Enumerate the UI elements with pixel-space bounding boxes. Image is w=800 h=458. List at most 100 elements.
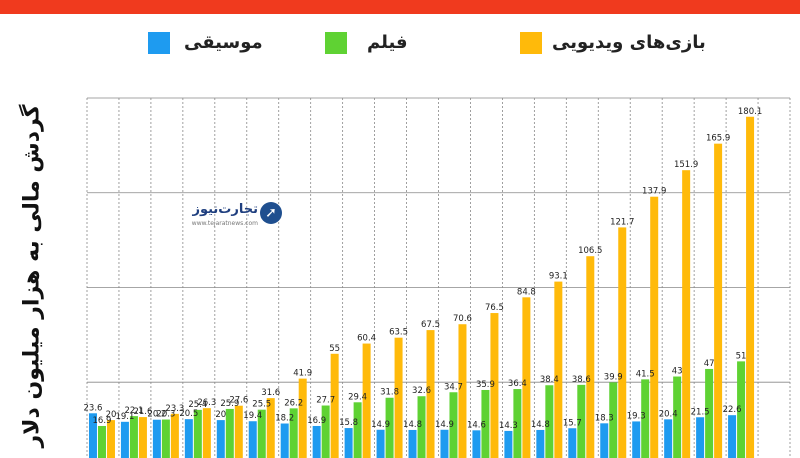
bar-music	[664, 419, 673, 458]
tejaratnews-watermark: ➚ تجارت‌نیوز www.tejaratnews.com	[188, 200, 288, 230]
bar-film	[609, 382, 618, 458]
bar-label-games: 31.6	[261, 388, 280, 398]
bar-label-games: 67.5	[421, 320, 440, 330]
bar-label-music: 20.5	[179, 409, 198, 419]
bars-layer	[88, 116, 755, 458]
chart-legend: بازی‌های ویدیویی فیلم موسیقی	[0, 30, 800, 60]
bar-label-music: 14.9	[371, 420, 390, 430]
bar-music	[536, 429, 545, 458]
legend-swatch-music	[148, 32, 170, 54]
bar-label-music: 14.3	[499, 421, 518, 431]
bar-music	[504, 430, 513, 458]
labels-layer: 23.6 19.1 20.2 20.5 20 19.4 18.2 16.9 15.8 14.9 14…	[84, 107, 763, 431]
bar-label-film: 20.3	[156, 410, 175, 420]
bar-film	[577, 384, 586, 458]
bar-film	[545, 385, 554, 458]
bar-games	[298, 378, 307, 458]
bar-games	[490, 313, 499, 458]
bar-label-games: 84.8	[517, 287, 536, 297]
bar-film	[97, 425, 106, 458]
bar-music	[376, 429, 385, 458]
bar-label-film: 41.5	[636, 369, 655, 379]
bar-label-film: 43	[672, 367, 683, 377]
bar-music	[440, 429, 449, 458]
bar-games	[586, 256, 595, 458]
bar-label-games: 27.6	[229, 396, 248, 406]
bar-label-games: 76.5	[485, 303, 504, 313]
bar-label-music: 20.4	[659, 409, 678, 419]
bar-games	[202, 408, 211, 458]
bar-label-music: 14.8	[531, 420, 550, 430]
bar-label-music: 14.8	[403, 420, 422, 430]
bar-film	[513, 389, 522, 458]
bar-label-games: 165.9	[706, 134, 730, 144]
bar-label-games: 106.5	[578, 246, 602, 256]
bar-label-music: 19.1	[115, 412, 134, 422]
legend-swatch-games	[520, 32, 542, 54]
bar-music	[280, 423, 289, 458]
bar-music	[600, 423, 609, 458]
bar-label-games: 137.9	[642, 187, 666, 197]
bar-label-games: 93.1	[549, 272, 568, 282]
bar-label-film: 51	[736, 351, 747, 361]
bar-games	[746, 116, 755, 458]
legend-label-music: موسیقی	[184, 32, 263, 53]
bar-label-music: 20	[215, 410, 226, 420]
bar-games	[394, 337, 403, 458]
bar-label-music: 19.4	[243, 411, 262, 421]
bar-film	[321, 405, 330, 458]
bar-film	[673, 376, 682, 458]
bar-label-music: 22.6	[723, 405, 742, 415]
bar-label-film: 47	[704, 359, 715, 369]
bar-games	[234, 405, 243, 458]
bar-film	[417, 396, 426, 458]
bar-label-film: 38.6	[572, 375, 591, 385]
bar-label-music: 14.6	[467, 420, 486, 430]
bar-label-music: 21.5	[691, 407, 710, 417]
bar-games	[618, 227, 627, 458]
bar-music	[472, 430, 481, 458]
bar-games	[362, 343, 371, 458]
bar-label-music: 23.6	[84, 403, 103, 413]
bar-games	[170, 413, 179, 458]
bar-label-film: 36.4	[508, 379, 527, 389]
bar-games	[330, 353, 339, 458]
bar-games	[266, 398, 275, 458]
bar-film	[353, 402, 362, 458]
bar-music	[344, 428, 353, 458]
bar-music	[408, 429, 417, 458]
bar-games	[522, 297, 531, 458]
legend-swatch-film	[325, 32, 347, 54]
bar-music	[120, 421, 129, 458]
tejaratnews-logo-icon: ➚	[260, 202, 282, 224]
legend-item-film: فیلم	[325, 30, 445, 60]
bar-games	[650, 196, 659, 458]
bar-label-film: 39.9	[604, 372, 623, 382]
bar-film	[449, 392, 458, 458]
bar-label-film: 25.5	[252, 400, 271, 410]
bar-games	[682, 170, 691, 458]
bar-games	[106, 420, 115, 458]
bar-label-film: 16.9	[93, 416, 112, 426]
bar-label-music: 15.7	[563, 418, 582, 428]
bar-film	[705, 368, 714, 458]
bar-label-film: 25.4	[188, 400, 207, 410]
bar-music	[152, 419, 161, 458]
logo-subtext: www.tejaratnews.com	[191, 220, 258, 227]
bar-music	[216, 420, 225, 458]
bar-games	[554, 281, 563, 458]
bar-music	[568, 428, 577, 458]
bar-film	[161, 419, 170, 458]
bar-label-film: 34.7	[444, 382, 463, 392]
bar-film	[737, 361, 746, 458]
bar-music	[312, 425, 321, 458]
bar-label-music: 19.3	[627, 411, 646, 421]
bar-label-film: 25.9	[220, 399, 239, 409]
grid-layer	[86, 97, 791, 458]
bar-music	[248, 421, 257, 458]
bar-label-games: 20	[106, 410, 117, 420]
bar-label-film: 31.8	[380, 388, 399, 398]
bar-film	[641, 379, 650, 458]
legend-label-games: بازی‌های ویدیویی	[552, 32, 706, 53]
bar-film	[289, 408, 298, 458]
